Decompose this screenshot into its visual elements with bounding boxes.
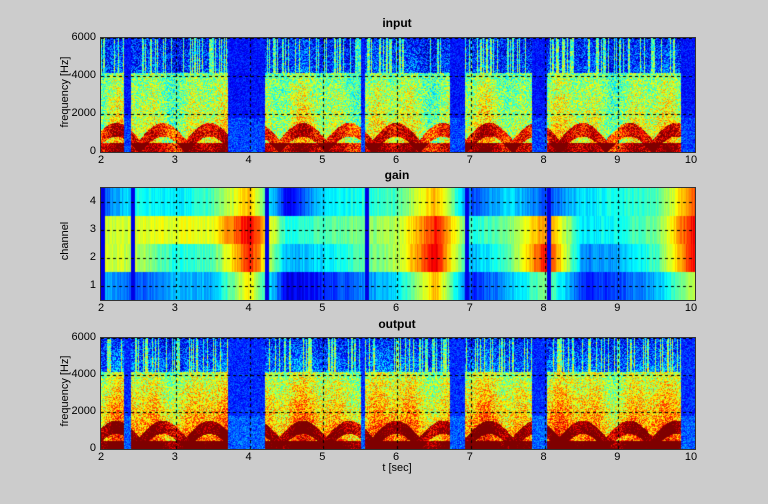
gain-heatmap [100, 187, 696, 301]
x-tick-label: 8 [540, 302, 547, 314]
x-tick-label: 7 [466, 451, 473, 463]
x-tick-label: 8 [540, 154, 547, 166]
x-tick-label: 2 [97, 302, 105, 314]
x-tick-label: 10 [684, 302, 698, 314]
x-tick-label: 4 [245, 451, 252, 463]
gain-plot [100, 187, 696, 301]
y-tick-label: 6000 [71, 331, 96, 343]
x-tick-label: 3 [171, 451, 178, 463]
input-heatmap [100, 37, 696, 153]
output-title: output [378, 317, 416, 331]
x-tick-label: 3 [171, 302, 178, 314]
x-tick-label: 9 [614, 154, 621, 166]
x-tick-label: 9 [614, 451, 621, 463]
x-tick-label: 7 [466, 154, 473, 166]
x-tick-label: 5 [319, 154, 326, 166]
x-tick-label: 3 [171, 154, 178, 166]
y-tick-label: 2 [89, 251, 96, 263]
x-tick-label: 6 [392, 154, 400, 166]
gain-title: gain [384, 168, 410, 182]
x-tick-label: 10 [684, 451, 698, 463]
x-tick-label: 4 [245, 154, 252, 166]
x-tick-label: 2 [97, 451, 105, 463]
x-tick-label: 7 [466, 302, 473, 314]
x-tick-label: 5 [319, 302, 326, 314]
output-heatmap [100, 337, 696, 450]
output-xlabel: t [sec] [382, 462, 412, 474]
y-tick-label: 3 [89, 223, 96, 235]
y-tick-label: 6000 [71, 31, 96, 43]
x-tick-label: 10 [684, 154, 698, 166]
y-tick-label: 1 [89, 279, 96, 291]
x-tick-label: 8 [540, 451, 547, 463]
y-tick-label: 0 [89, 442, 96, 454]
y-tick-label: 4000 [71, 69, 96, 81]
x-tick-label: 6 [392, 451, 400, 463]
input-ylabel: frequency [Hz] [59, 56, 71, 128]
input-title: input [382, 16, 412, 30]
input-spectrogram [100, 37, 696, 153]
y-tick-label: 4 [89, 195, 96, 207]
y-tick-label: 4000 [71, 368, 96, 380]
output-ylabel: frequency [Hz] [59, 355, 71, 427]
y-tick-label: 0 [89, 145, 96, 157]
y-tick-label: 2000 [71, 405, 96, 417]
x-tick-label: 9 [614, 302, 621, 314]
x-tick-label: 6 [392, 302, 400, 314]
x-tick-label: 2 [97, 154, 105, 166]
y-tick-label: 2000 [71, 107, 96, 119]
x-tick-label: 4 [245, 302, 252, 314]
output-spectrogram [100, 337, 696, 450]
x-tick-label: 5 [319, 451, 326, 463]
gain-ylabel: channel [59, 221, 71, 261]
